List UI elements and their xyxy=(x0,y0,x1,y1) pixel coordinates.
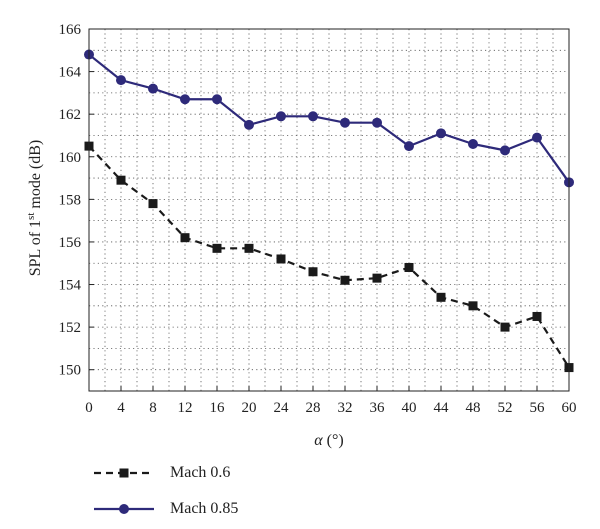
data-point xyxy=(212,243,222,253)
data-point xyxy=(404,141,414,152)
data-point xyxy=(532,311,542,321)
series-mach-0-6 xyxy=(84,141,574,373)
tick-marks xyxy=(88,28,570,391)
data-point xyxy=(340,275,350,285)
data-point xyxy=(180,233,190,243)
x-tick-label: 0 xyxy=(85,400,93,416)
series-layer xyxy=(84,49,574,373)
y-tick-label: 160 xyxy=(59,150,82,166)
x-tick-label: 56 xyxy=(530,400,546,416)
x-tick-label: 8 xyxy=(149,400,157,416)
data-point xyxy=(436,292,446,302)
series-line xyxy=(88,53,570,183)
data-point xyxy=(500,145,510,156)
data-point xyxy=(212,94,222,105)
plot-frame xyxy=(88,28,570,392)
x-tick-label: 28 xyxy=(306,400,321,416)
legend: Mach 0.6 Mach 0.85 xyxy=(92,455,238,527)
data-point xyxy=(116,75,126,86)
y-tick-label: 158 xyxy=(59,192,82,208)
x-axis-unit: (°) xyxy=(327,432,344,449)
data-point xyxy=(372,273,382,283)
data-point xyxy=(500,322,510,332)
x-axis-title: α (°) xyxy=(314,432,343,449)
y-tick-label: 166 xyxy=(59,22,82,38)
data-point xyxy=(180,94,190,105)
data-point xyxy=(148,83,158,94)
x-tick-label: 20 xyxy=(242,400,257,416)
data-point xyxy=(308,267,318,277)
data-point xyxy=(468,138,478,149)
data-point xyxy=(276,111,286,122)
y-tick-label: 164 xyxy=(59,65,82,81)
x-tick-label: 40 xyxy=(402,400,417,416)
data-point xyxy=(276,254,286,264)
y-axis-title: SPL of 1st mode (dB) xyxy=(25,140,44,277)
data-point xyxy=(244,119,254,130)
x-tick-label: 24 xyxy=(274,400,290,416)
y-axis-prefix: SPL of 1 xyxy=(27,220,44,276)
x-tick-label: 36 xyxy=(370,400,386,416)
legend-item-mach-0-85: Mach 0.85 xyxy=(92,491,238,527)
y-tick-labels: 150 152 154 156 158 160 162 164 166 xyxy=(59,22,82,379)
x-tick-label: 44 xyxy=(434,400,450,416)
data-point xyxy=(404,262,414,272)
grid-lines xyxy=(89,29,569,391)
data-point xyxy=(148,199,158,209)
series-mach-0-85 xyxy=(84,49,574,188)
data-point xyxy=(436,128,446,139)
x-axis-symbol: α xyxy=(314,432,323,449)
legend-label-mach-0-85: Mach 0.85 xyxy=(170,500,239,517)
y-axis-superscript: st xyxy=(25,213,37,220)
x-tick-label: 48 xyxy=(466,400,481,416)
y-tick-label: 154 xyxy=(59,278,82,294)
legend-swatch-mach-0-85 xyxy=(94,504,154,514)
data-point xyxy=(532,132,542,143)
data-point xyxy=(372,117,382,128)
legend-swatch-mach-0-6 xyxy=(94,468,154,478)
y-tick-label: 162 xyxy=(59,107,82,123)
x-tick-label: 32 xyxy=(338,400,353,416)
x-tick-label: 16 xyxy=(210,400,226,416)
data-point xyxy=(340,117,350,128)
x-tick-label: 52 xyxy=(498,400,513,416)
data-point xyxy=(244,243,254,253)
x-tick-label: 60 xyxy=(562,400,577,416)
x-tick-labels: 0 4 8 12 16 20 24 28 32 36 40 44 48 52 56 60 xyxy=(85,400,576,416)
y-tick-label: 150 xyxy=(59,363,82,379)
legend-label-mach-0-6: Mach 0.6 xyxy=(170,464,231,481)
y-axis-suffix: mode (dB) xyxy=(27,140,44,213)
x-tick-label: 12 xyxy=(178,400,193,416)
data-point xyxy=(468,301,478,311)
data-point xyxy=(116,175,126,185)
y-tick-label: 156 xyxy=(59,235,82,251)
y-tick-label: 152 xyxy=(59,320,82,336)
series-line xyxy=(88,145,570,369)
legend-item-mach-0-6: Mach 0.6 xyxy=(92,455,238,491)
data-point xyxy=(308,111,318,122)
x-tick-label: 4 xyxy=(117,400,125,416)
